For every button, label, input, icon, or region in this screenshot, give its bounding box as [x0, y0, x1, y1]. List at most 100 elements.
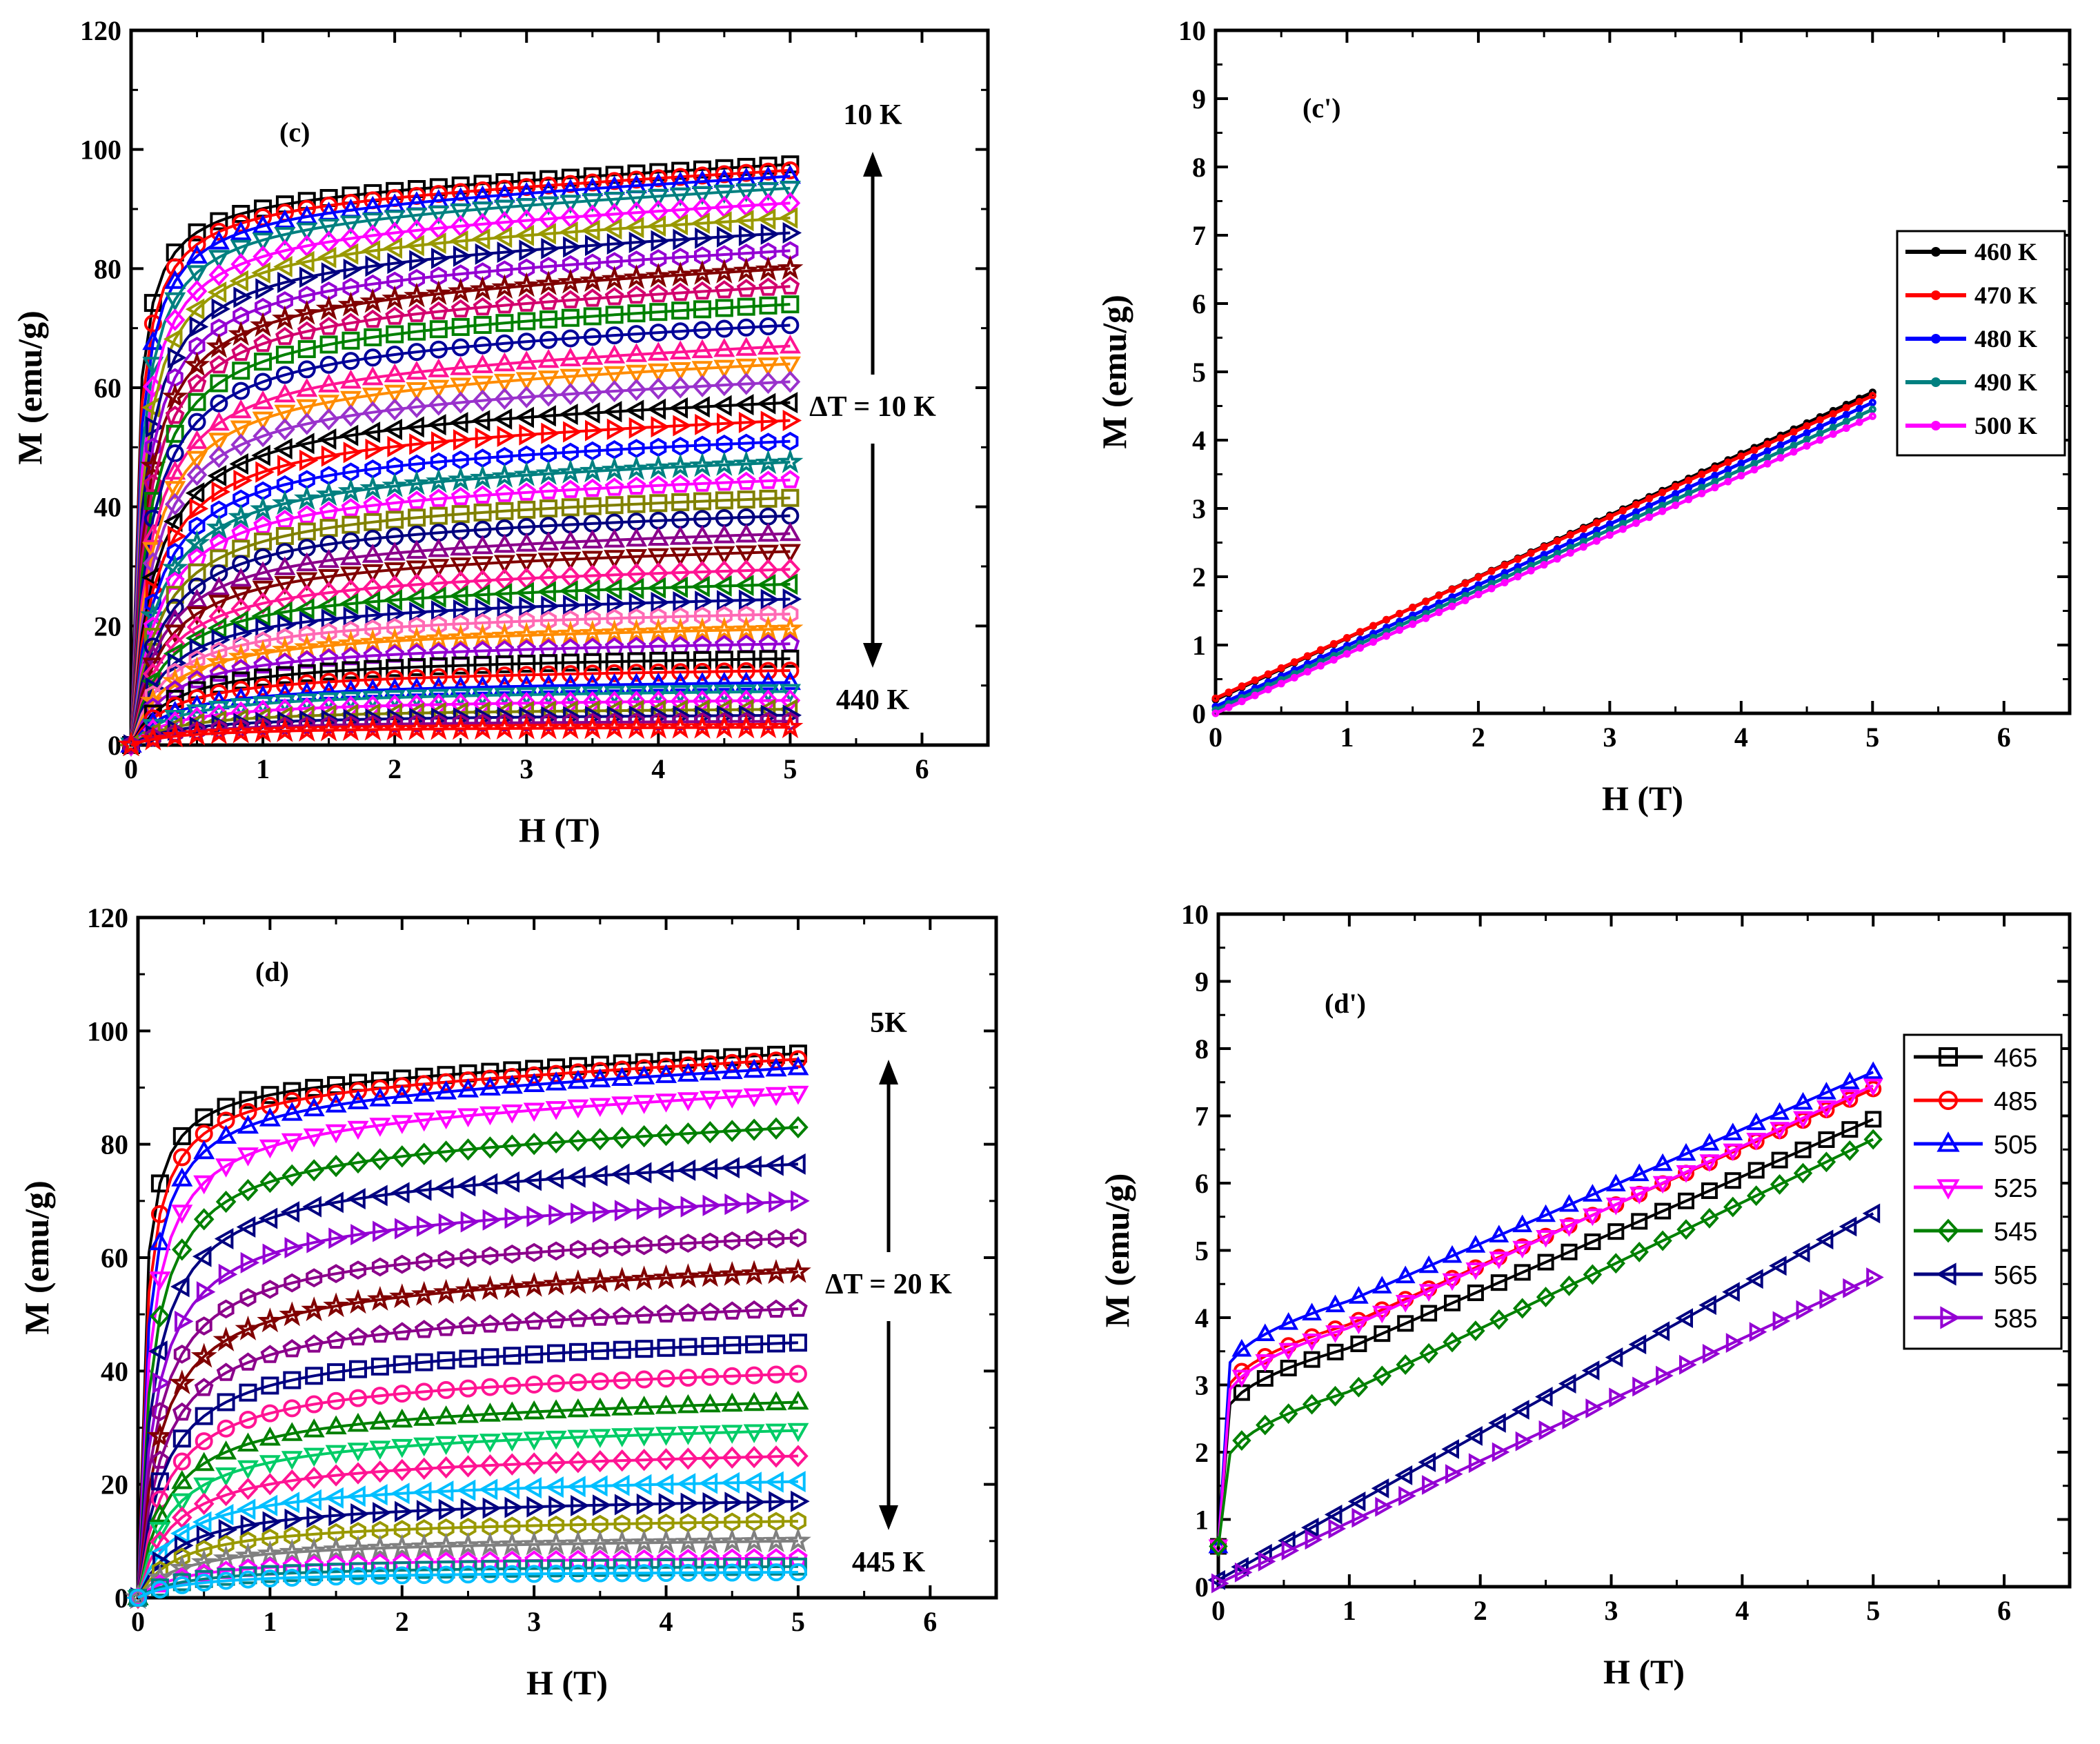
- data-point: [1348, 1286, 1369, 1304]
- data-point: [1816, 436, 1824, 444]
- data-point: [479, 1403, 501, 1422]
- data-point: [1793, 1111, 1813, 1129]
- data-point: [777, 255, 804, 280]
- data-point: [611, 1474, 630, 1496]
- data-point: [404, 282, 430, 308]
- data-point: [559, 551, 582, 571]
- data-point: [189, 497, 209, 519]
- data-point: [669, 187, 691, 207]
- data-point: [626, 476, 646, 495]
- data-point: [1209, 1536, 1228, 1557]
- data-point: [1672, 482, 1680, 490]
- data-point: [390, 1182, 410, 1204]
- data-point: [152, 1372, 172, 1394]
- data-point: [229, 610, 248, 633]
- data-point: [1632, 1376, 1650, 1397]
- series-line-565: [1218, 1212, 1874, 1582]
- data-point: [1855, 418, 1863, 426]
- data-point: [722, 1301, 742, 1320]
- series-line-35: [130, 699, 791, 746]
- data-point: [327, 1391, 346, 1410]
- data-point: [1763, 459, 1772, 468]
- x-tick-label: 5: [783, 753, 797, 784]
- data-point: [1474, 591, 1483, 599]
- data-point: [561, 498, 580, 517]
- data-point: [565, 1269, 591, 1294]
- data-point: [230, 420, 252, 440]
- data-point: [582, 367, 604, 387]
- data-point: [371, 1257, 388, 1277]
- annotation-bottom-temperature: 445 K: [852, 1547, 926, 1578]
- data-point: [689, 617, 715, 642]
- data-point: [1737, 471, 1745, 479]
- y-tick-label: 0: [1195, 1572, 1209, 1603]
- data-point: [1776, 454, 1785, 462]
- data-point: [274, 227, 296, 246]
- data-point: [493, 687, 515, 707]
- data-point: [391, 1408, 413, 1428]
- data-point: [1722, 1282, 1740, 1302]
- data-point: [668, 397, 688, 419]
- data-point: [261, 1280, 279, 1299]
- data-point: [262, 1243, 282, 1265]
- data-point: [473, 485, 493, 504]
- y-tick-label: 1: [1195, 1505, 1209, 1536]
- data-point: [1396, 609, 1404, 617]
- data-point: [766, 1445, 786, 1468]
- data-point: [277, 455, 297, 477]
- data-point: [537, 581, 556, 603]
- data-point: [252, 232, 274, 252]
- data-point: [515, 224, 534, 246]
- data-point: [370, 1357, 389, 1376]
- data-point: [781, 295, 800, 314]
- data-point: [1324, 1504, 1343, 1525]
- x-tick-label: 0: [131, 1606, 145, 1637]
- data-point: [1605, 531, 1614, 539]
- data-point: [1369, 638, 1378, 646]
- series-line-18: [137, 1520, 798, 1599]
- data-point: [1675, 1308, 1693, 1329]
- data-point: [677, 1426, 699, 1445]
- data-point: [635, 1564, 653, 1583]
- data-point: [535, 459, 562, 485]
- data-point: [604, 528, 626, 548]
- data-point: [699, 1393, 721, 1413]
- data-point: [691, 339, 713, 359]
- data-point: [1327, 1343, 1344, 1360]
- data-point: [451, 505, 470, 524]
- data-point: [239, 1288, 257, 1307]
- data-point: [1658, 507, 1667, 515]
- data-point: [1579, 543, 1587, 551]
- data-point: [304, 1334, 324, 1353]
- data-point: [735, 684, 757, 704]
- data-point: [1843, 1278, 1861, 1298]
- data-point: [1356, 628, 1365, 636]
- y-tick-label: 2: [1192, 562, 1206, 593]
- legend-box: [1896, 230, 2066, 457]
- data-point: [624, 577, 644, 600]
- data-point: [582, 673, 604, 693]
- data-point: [655, 1093, 677, 1113]
- data-point: [408, 657, 426, 676]
- data-point: [547, 1559, 566, 1578]
- data-point: [237, 1477, 259, 1500]
- data-point: [348, 1327, 368, 1346]
- data-point: [473, 315, 492, 334]
- data-point: [671, 168, 690, 186]
- data-point: [237, 1460, 259, 1480]
- data-point: [473, 655, 492, 674]
- data-point: [228, 504, 255, 529]
- data-point: [714, 473, 734, 491]
- data-point: [367, 1534, 393, 1560]
- data-point: [437, 1351, 455, 1369]
- data-point: [150, 1450, 170, 1469]
- data-point: [1302, 1334, 1323, 1351]
- data-point: [325, 1093, 347, 1113]
- series-line-4: [130, 186, 791, 746]
- data-point: [695, 227, 714, 249]
- data-point: [737, 164, 755, 182]
- data-point: [667, 261, 694, 286]
- series-line-9: [130, 267, 791, 746]
- data-point: [1537, 1254, 1554, 1271]
- data-point: [767, 1563, 786, 1582]
